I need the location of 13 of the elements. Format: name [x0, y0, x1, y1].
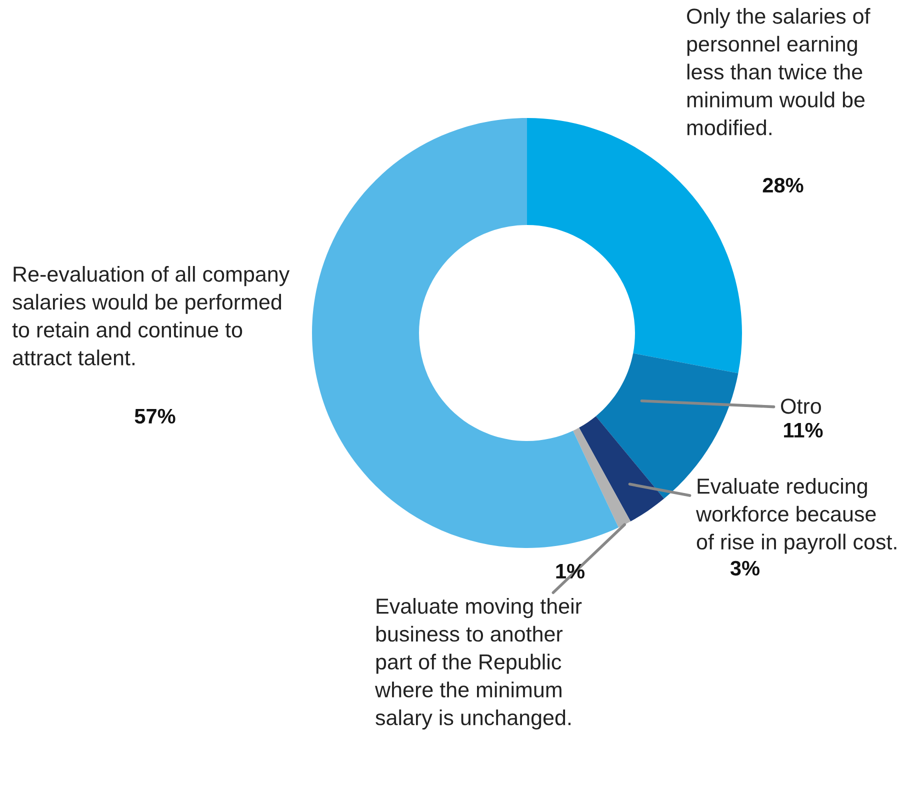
data-label: 3%	[730, 560, 760, 576]
data-label: 11%	[784, 422, 823, 438]
donut-slice	[312, 118, 619, 548]
slice-label: Evaluate reducing workforce because of rise in payroll cost.	[696, 478, 896, 554]
data-label: 57%	[134, 408, 176, 424]
donut-slice	[572, 428, 631, 528]
slice-label: Evaluate moving their business to another part of the Republic where the minimum salary is unchanged.	[374, 598, 582, 730]
slice-label: Only the salaries of personnel earning less than twice the minimum would be modified.	[687, 8, 870, 136]
donut-slice	[579, 416, 664, 522]
slice-label: Re-evaluation of all company salaries would be performed to retain and continue to attract talent.	[12, 266, 290, 366]
data-label: 28%	[762, 178, 804, 193]
slice-label: Otro	[781, 398, 821, 414]
data-label: 1%	[556, 564, 585, 579]
